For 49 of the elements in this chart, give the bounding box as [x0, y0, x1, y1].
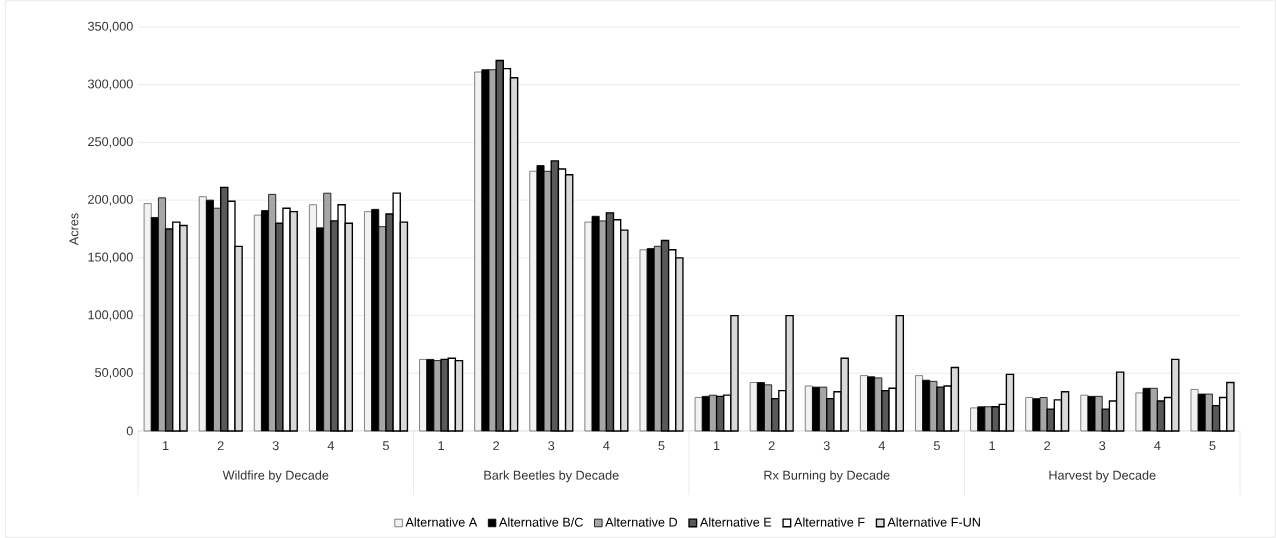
- bar: [1025, 397, 1034, 432]
- legend-label: Alternative A: [405, 517, 478, 527]
- bar: [143, 203, 152, 432]
- x-tick-label: 2: [1044, 441, 1051, 451]
- legend-label: Alternative F: [794, 517, 865, 527]
- x-tick-label: 5: [658, 441, 665, 451]
- legend-label: Alternative D: [605, 517, 678, 527]
- text: Wildfire by Decade: [222, 470, 329, 483]
- x-tick-label: 3: [548, 441, 555, 451]
- bar: [1190, 389, 1199, 432]
- x-tick-label: 3: [272, 441, 279, 451]
- text: Rx Burning by Decade: [764, 470, 890, 483]
- x-tick-label: 5: [933, 441, 940, 451]
- x-tick-label: 4: [878, 441, 885, 451]
- y-tick-label: 0: [126, 426, 133, 436]
- y-tick-label: 150,000: [88, 252, 133, 264]
- x-tick-label: 3: [1099, 441, 1106, 451]
- x-tick-label: 4: [1154, 441, 1161, 451]
- text: Harvest by Decade: [1049, 470, 1156, 483]
- x-tick-label: 2: [493, 441, 500, 451]
- x-tick-label: 4: [327, 441, 335, 451]
- y-tick-label: 350,000: [88, 21, 133, 33]
- text: Bark Beetles by Decade: [484, 470, 619, 483]
- legend-label: Alternative F-UN: [887, 517, 980, 527]
- x-tick-label: 3: [823, 441, 830, 451]
- x-tick-label: 1: [989, 441, 995, 451]
- bar: [804, 385, 813, 432]
- x-tick-label: 1: [163, 441, 169, 451]
- bar: [970, 407, 979, 432]
- x-tick-label: 2: [768, 441, 775, 451]
- x-tick-label: 5: [382, 441, 389, 451]
- y-tick-label: 200,000: [88, 194, 133, 206]
- x-tick-label: 1: [438, 441, 444, 451]
- legend-label: Alternative B/C: [498, 517, 583, 527]
- legend-label: Alternative E: [699, 517, 772, 527]
- y-tick-label: 250,000: [88, 137, 133, 148]
- y-tick-label: 100,000: [88, 310, 133, 321]
- bar: [308, 204, 317, 432]
- bar: [1080, 394, 1089, 432]
- x-tick-label: 4: [603, 441, 610, 451]
- y-tick-label: 300,000: [88, 79, 133, 90]
- x-tick-label: 1: [714, 441, 720, 451]
- bar: [1135, 392, 1144, 432]
- bar: [915, 375, 924, 432]
- x-tick-label: 2: [217, 441, 224, 451]
- bar: [694, 397, 703, 432]
- y-axis-title: Acres: [69, 213, 79, 246]
- y-tick-label: 50,000: [95, 368, 133, 379]
- x-tick-label: 5: [1209, 441, 1216, 451]
